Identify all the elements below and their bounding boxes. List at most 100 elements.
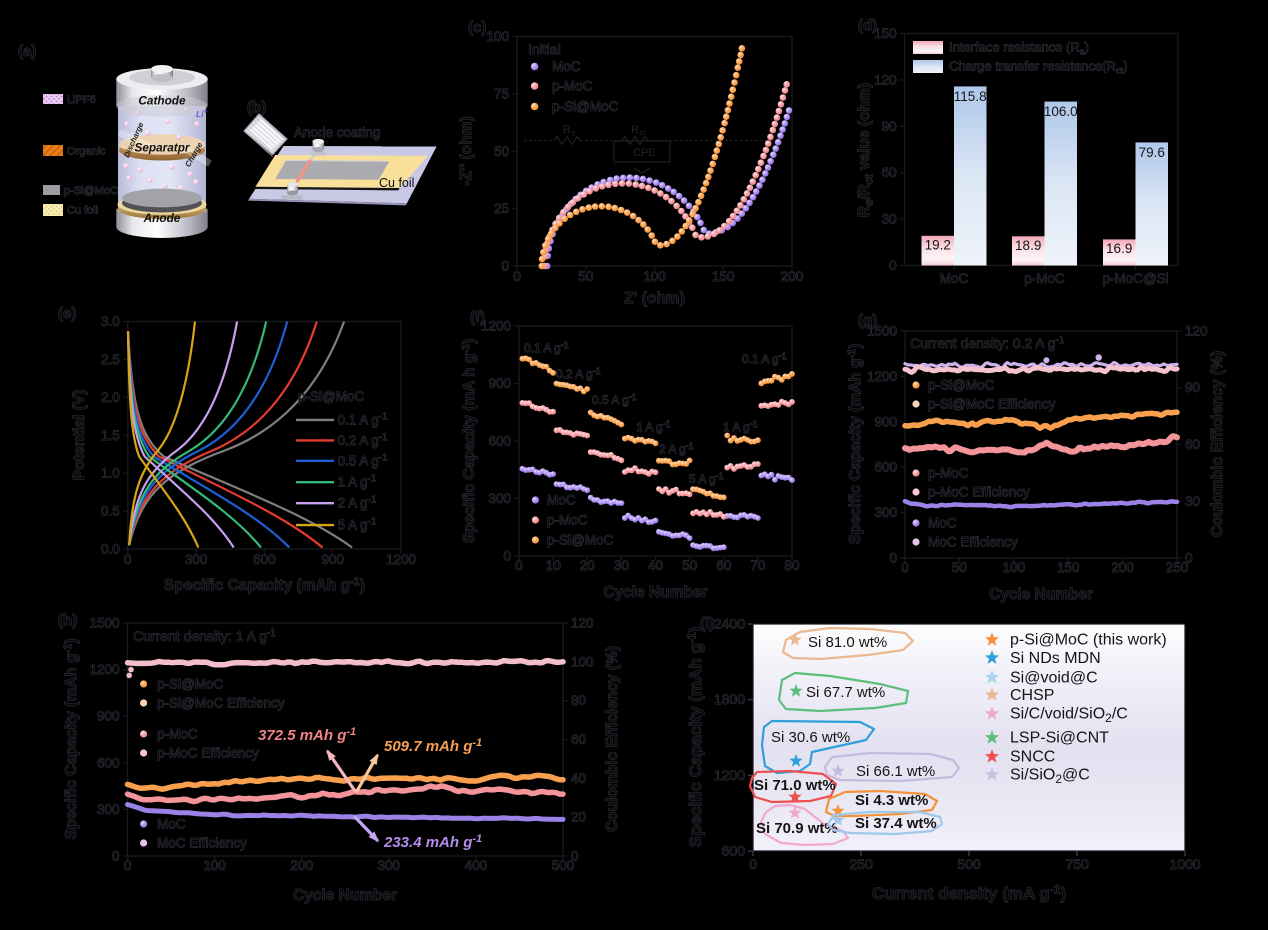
svg-text:1200: 1200 xyxy=(867,369,897,384)
svg-text:2 A g-1: 2 A g-1 xyxy=(338,495,377,511)
svg-text:0: 0 xyxy=(889,258,897,273)
svg-text:20: 20 xyxy=(580,558,595,573)
svg-text:Specific Capacity (mAh g-1): Specific Capacity (mAh g-1) xyxy=(62,639,80,840)
svg-text:300: 300 xyxy=(874,505,897,520)
svg-text:40: 40 xyxy=(648,558,663,573)
svg-text:80: 80 xyxy=(571,693,586,708)
svg-text:p-Si@MoC (this work): p-Si@MoC (this work) xyxy=(1010,632,1167,649)
svg-text:Separatpr: Separatpr xyxy=(134,141,190,155)
svg-text:Si 67.7 wt%: Si 67.7 wt% xyxy=(806,684,885,701)
svg-text:Anode: Anode xyxy=(143,211,181,225)
svg-text:p-MoC: p-MoC xyxy=(1024,271,1065,286)
svg-text:-Z'' (ohm): -Z'' (ohm) xyxy=(458,116,475,185)
svg-text:200: 200 xyxy=(290,858,313,873)
svg-text:CHSP: CHSP xyxy=(1010,687,1054,704)
svg-text:Si 71.0 wt%: Si 71.0 wt% xyxy=(754,777,836,794)
svg-text:70: 70 xyxy=(750,558,765,573)
svg-text:0.1 A g-1: 0.1 A g-1 xyxy=(742,351,787,366)
svg-text:Specific Capacity (mAh g-1): Specific Capacity (mAh g-1) xyxy=(164,576,365,594)
svg-text:Coulombic Efficiency (%): Coulombic Efficiency (%) xyxy=(604,646,621,832)
svg-text:100: 100 xyxy=(1003,560,1026,575)
svg-text:25: 25 xyxy=(494,201,509,216)
svg-text:LiPF6: LiPF6 xyxy=(67,94,96,106)
svg-text:250: 250 xyxy=(849,856,873,872)
svg-text:0: 0 xyxy=(503,549,511,564)
svg-text:(a): (a) xyxy=(18,43,36,60)
svg-text:115.8: 115.8 xyxy=(954,89,987,104)
svg-text:(d): (d) xyxy=(858,17,877,34)
svg-text:1200: 1200 xyxy=(714,767,745,783)
svg-text:0: 0 xyxy=(1185,551,1193,566)
svg-text:Rs/Rct value (ohm): Rs/Rct value (ohm) xyxy=(856,83,876,217)
svg-text:1500: 1500 xyxy=(89,616,119,631)
svg-text:10: 10 xyxy=(546,558,561,573)
svg-text:Z' (ohm): Z' (ohm) xyxy=(624,290,685,307)
svg-text:18.9: 18.9 xyxy=(1015,238,1041,253)
svg-text:p-Si@MoC Efficiency: p-Si@MoC Efficiency xyxy=(157,696,285,711)
svg-text:LSP-Si@CNT: LSP-Si@CNT xyxy=(1010,730,1109,747)
svg-text:Initial: Initial xyxy=(528,41,561,57)
svg-text:1.5: 1.5 xyxy=(101,428,120,443)
svg-text:300: 300 xyxy=(185,552,208,567)
svg-text:0.0: 0.0 xyxy=(101,542,120,557)
svg-text:Cycle Number: Cycle Number xyxy=(603,584,707,601)
svg-text:50: 50 xyxy=(952,560,967,575)
svg-text:0.2 A g-1: 0.2 A g-1 xyxy=(338,432,389,448)
svg-text:200: 200 xyxy=(781,269,804,284)
svg-text:0.1 A g-1: 0.1 A g-1 xyxy=(338,411,389,427)
svg-text:1 A g-1: 1 A g-1 xyxy=(338,474,377,490)
svg-text:p-MoC Efficiency: p-MoC Efficiency xyxy=(928,485,1030,500)
svg-text:(g): (g) xyxy=(858,312,877,329)
svg-text:1 A g-1: 1 A g-1 xyxy=(636,419,671,434)
svg-text:(c): (c) xyxy=(468,19,486,36)
svg-text:30: 30 xyxy=(1185,494,1200,509)
svg-text:Specific Capacity (mAh g-1): Specific Capacity (mAh g-1) xyxy=(685,627,706,847)
svg-text:p-MoC: p-MoC xyxy=(552,79,593,94)
svg-text:900: 900 xyxy=(321,552,344,567)
svg-text:p-Si@MoC: p-Si@MoC xyxy=(298,389,364,404)
svg-text:60: 60 xyxy=(571,732,586,747)
svg-text:0: 0 xyxy=(124,858,132,873)
svg-text:100: 100 xyxy=(571,654,594,669)
svg-text:60: 60 xyxy=(881,165,896,180)
svg-text:79.6: 79.6 xyxy=(1139,145,1165,160)
svg-text:MoC Efficiency: MoC Efficiency xyxy=(928,535,1018,550)
svg-text:p-MoC: p-MoC xyxy=(157,727,198,742)
svg-text:90: 90 xyxy=(1185,380,1200,395)
svg-text:90: 90 xyxy=(881,119,896,134)
svg-text:p-Si@MoC: p-Si@MoC xyxy=(64,185,118,197)
svg-text:509.7 mAh g-1: 509.7 mAh g-1 xyxy=(384,737,482,755)
svg-text:0: 0 xyxy=(501,259,509,274)
svg-text:100: 100 xyxy=(203,858,226,873)
svg-text:p-Si@MoC: p-Si@MoC xyxy=(928,378,994,393)
svg-text:120: 120 xyxy=(571,616,594,631)
svg-text:300: 300 xyxy=(378,858,401,873)
svg-text:1200: 1200 xyxy=(386,552,416,567)
svg-text:60: 60 xyxy=(716,558,731,573)
svg-text:500: 500 xyxy=(552,858,575,873)
svg-text:0.5 A g-1: 0.5 A g-1 xyxy=(592,392,637,407)
svg-text:p-MoC: p-MoC xyxy=(547,513,588,528)
svg-text:30: 30 xyxy=(881,212,896,227)
svg-text:(e): (e) xyxy=(58,305,76,322)
svg-text:Cu foil: Cu foil xyxy=(67,205,98,217)
svg-text:Si 66.1 wt%: Si 66.1 wt% xyxy=(856,763,935,780)
svg-text:ct: ct xyxy=(640,129,647,138)
svg-text:Si NDs MDN: Si NDs MDN xyxy=(1010,650,1101,667)
svg-text:(h): (h) xyxy=(58,612,77,629)
svg-text:(b): (b) xyxy=(247,99,266,116)
svg-text:0.1 A g-1: 0.1 A g-1 xyxy=(524,340,569,355)
svg-text:300: 300 xyxy=(97,802,120,817)
svg-text:50: 50 xyxy=(682,558,697,573)
svg-text:0.5: 0.5 xyxy=(101,504,120,519)
svg-text:Cycle Number: Cycle Number xyxy=(989,586,1093,603)
svg-text:120: 120 xyxy=(1185,324,1208,339)
svg-text:p-Si@MoC Efficiency: p-Si@MoC Efficiency xyxy=(928,397,1056,412)
svg-text:600: 600 xyxy=(97,755,120,770)
svg-text:MoC: MoC xyxy=(928,516,957,531)
svg-text:40: 40 xyxy=(571,771,586,786)
svg-text:2400: 2400 xyxy=(714,616,745,632)
svg-text:0.5 A g-1: 0.5 A g-1 xyxy=(338,452,389,468)
svg-text:Current density: 0.2 A g-1: Current density: 0.2 A g-1 xyxy=(910,335,1065,351)
svg-text:Specific Capacity (mAh g-1): Specific Capacity (mAh g-1) xyxy=(846,344,864,545)
